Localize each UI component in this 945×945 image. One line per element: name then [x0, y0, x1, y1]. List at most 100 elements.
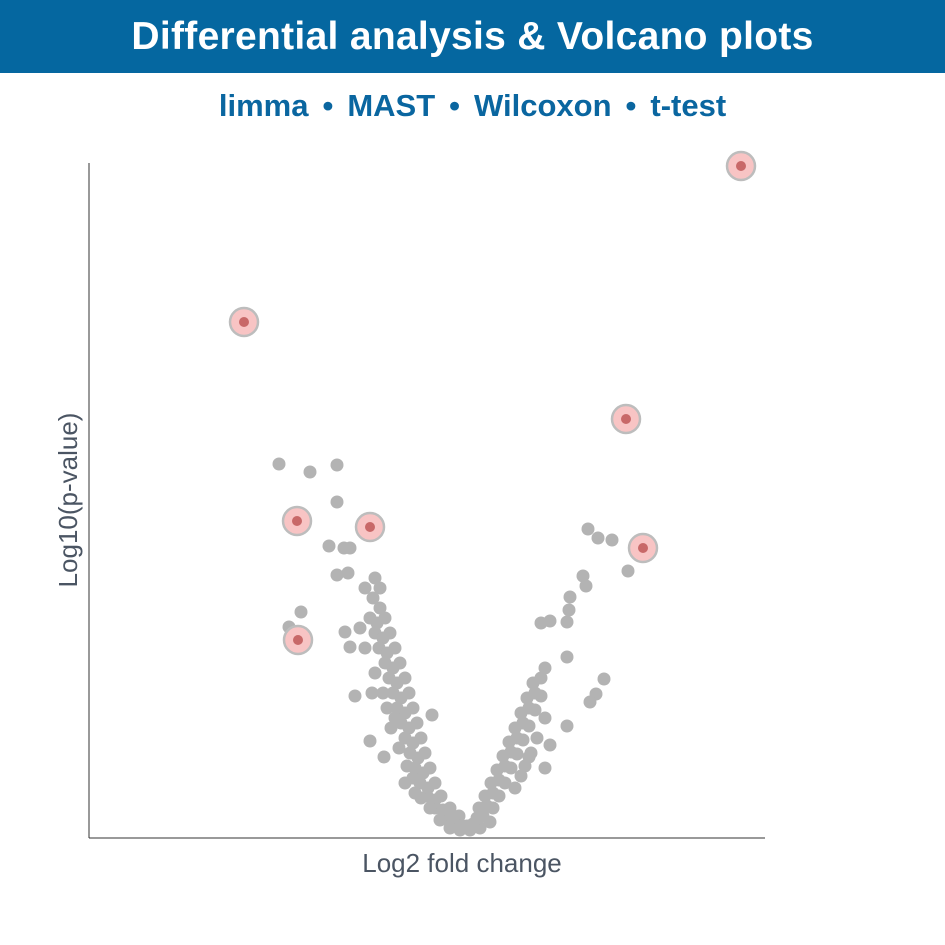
- page-title: Differential analysis & Volcano plots: [131, 14, 814, 58]
- x-axis-label: Log2 fold change: [362, 848, 562, 878]
- gene-point: [576, 569, 590, 583]
- gene-point: [380, 701, 394, 715]
- gene-point: [368, 666, 382, 680]
- gene-point: [534, 671, 548, 685]
- highlight-core: [365, 522, 375, 532]
- gene-point: [383, 626, 397, 640]
- gene-point: [516, 733, 530, 747]
- gene-point: [514, 769, 528, 783]
- gene-point: [522, 719, 536, 733]
- gene-point: [498, 776, 512, 790]
- gene-point: [393, 656, 407, 670]
- gene-point: [303, 465, 317, 479]
- gene-point: [384, 721, 398, 735]
- header-banner: Differential analysis & Volcano plots: [0, 0, 945, 73]
- gene-point: [423, 761, 437, 775]
- gene-point: [581, 522, 595, 536]
- gene-point: [591, 531, 605, 545]
- highlighted-gene-point: [627, 532, 659, 564]
- gene-point: [560, 650, 574, 664]
- y-axis-label: Log10(p-value): [53, 413, 83, 588]
- highlight-core: [293, 635, 303, 645]
- gene-point: [408, 786, 422, 800]
- highlighted-gene-point: [610, 403, 642, 435]
- gene-point: [492, 789, 506, 803]
- highlight-core: [292, 516, 302, 526]
- gene-point: [341, 566, 355, 580]
- gene-point: [338, 625, 352, 639]
- highlight-core: [638, 543, 648, 553]
- gene-point: [443, 821, 457, 835]
- points-layer: [228, 150, 757, 837]
- method-limma: limma: [218, 88, 309, 123]
- gene-point: [597, 672, 611, 686]
- gene-point: [563, 590, 577, 604]
- gene-point: [538, 711, 552, 725]
- gene-point: [330, 458, 344, 472]
- gene-point: [410, 716, 424, 730]
- gene-point: [343, 541, 357, 555]
- methods-subtitle: limma • MAST • Wilcoxon • t-test: [0, 88, 945, 124]
- gene-point: [388, 641, 402, 655]
- gene-point: [358, 581, 372, 595]
- gene-point: [562, 603, 576, 617]
- gene-point: [425, 708, 439, 722]
- method-mast: MAST: [347, 88, 436, 123]
- gene-point: [392, 741, 406, 755]
- gene-point: [583, 695, 597, 709]
- gene-point: [322, 539, 336, 553]
- gene-point: [368, 571, 382, 585]
- gene-point: [560, 615, 574, 629]
- separator-dot: •: [322, 88, 334, 123]
- gene-point: [353, 621, 367, 635]
- gene-point: [510, 747, 524, 761]
- gene-point: [343, 640, 357, 654]
- highlight-core: [736, 161, 746, 171]
- gene-point: [538, 661, 552, 675]
- gene-point: [406, 771, 420, 785]
- gene-point: [508, 781, 522, 795]
- gene-point: [538, 761, 552, 775]
- gene-point: [522, 750, 536, 764]
- gene-point: [543, 614, 557, 628]
- gene-point: [376, 686, 390, 700]
- highlighted-gene-point: [282, 624, 314, 656]
- gene-point: [398, 671, 412, 685]
- gene-point: [433, 813, 447, 827]
- gene-point: [530, 731, 544, 745]
- gene-point: [418, 746, 432, 760]
- gene-point: [400, 759, 414, 773]
- gene-point: [363, 734, 377, 748]
- gene-point: [621, 564, 635, 578]
- gene-point: [388, 711, 402, 725]
- gene-point: [504, 761, 518, 775]
- gene-point: [579, 579, 593, 593]
- gene-point: [443, 801, 457, 815]
- separator-dot: •: [449, 88, 460, 123]
- gene-point: [365, 686, 379, 700]
- gene-point: [486, 801, 500, 815]
- highlighted-gene-point: [354, 511, 386, 543]
- gene-point: [373, 581, 387, 595]
- gene-point: [378, 611, 392, 625]
- gene-point: [348, 689, 362, 703]
- gene-point: [377, 750, 391, 764]
- gene-point: [358, 641, 372, 655]
- gene-point: [373, 601, 387, 615]
- gene-point: [402, 686, 416, 700]
- highlight-core: [239, 317, 249, 327]
- gene-point: [330, 495, 344, 509]
- gene-point: [428, 776, 442, 790]
- gene-point: [406, 701, 420, 715]
- gene-point: [272, 457, 286, 471]
- highlighted-gene-point: [228, 306, 260, 338]
- gene-point: [366, 591, 380, 605]
- gene-point: [528, 703, 542, 717]
- highlight-core: [621, 414, 631, 424]
- gene-point: [605, 533, 619, 547]
- method-wilcoxon: Wilcoxon: [474, 88, 612, 123]
- method-t-test: t-test: [650, 88, 727, 123]
- gene-point: [560, 719, 574, 733]
- gene-point: [414, 731, 428, 745]
